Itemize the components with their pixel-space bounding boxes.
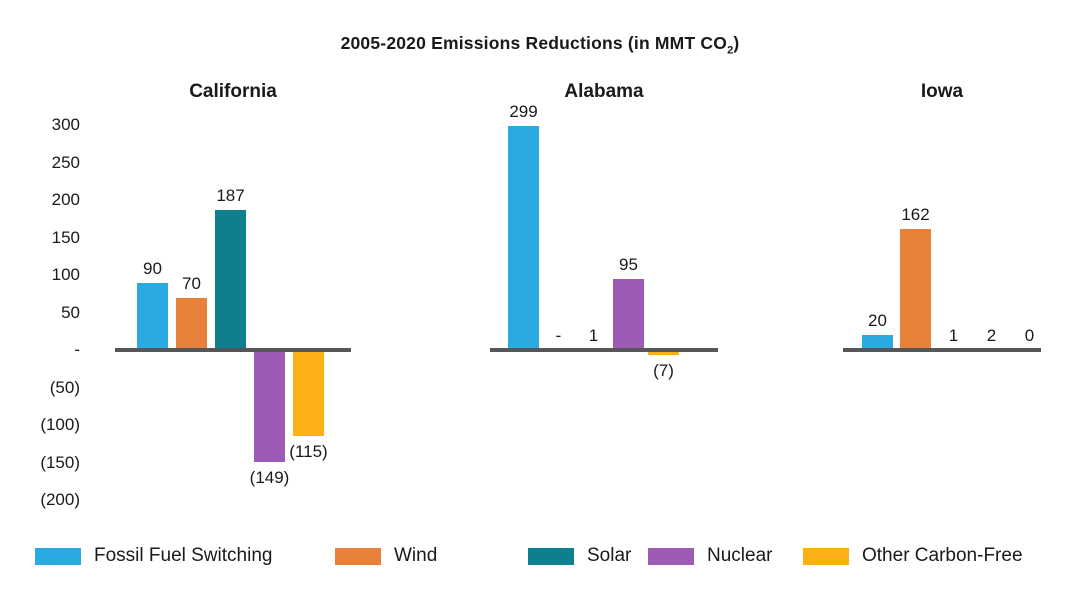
value-label: (115)	[289, 442, 328, 462]
legend-label: Nuclear	[707, 545, 773, 566]
x-axis-baseline	[490, 348, 718, 352]
panel-title-iowa: Iowa	[920, 81, 964, 102]
x-axis-baseline	[115, 348, 351, 352]
bar-alabama-fossil-fuel-switching	[508, 125, 539, 350]
value-label: 187	[216, 185, 245, 205]
value-label: 299	[509, 101, 538, 121]
value-label: 1	[588, 326, 599, 345]
legend-swatch-icon	[528, 547, 574, 565]
value-label: 2	[986, 326, 997, 345]
y-axis-tick-label: 150	[51, 227, 80, 247]
chart-title-subscript: 2	[727, 44, 734, 57]
legend-label: Solar	[587, 545, 632, 566]
panel-title-alabama: Alabama	[564, 81, 644, 102]
y-axis-tick-label: (200)	[40, 490, 80, 509]
value-label: 70	[182, 273, 201, 293]
bar-alabama-other-carbon-free	[648, 350, 679, 356]
legend-item-fossil-fuel-switching: Fossil Fuel Switching	[35, 546, 272, 566]
y-axis-tick-label: -	[74, 340, 80, 359]
value-label: 1	[948, 326, 959, 345]
value-label: 20	[868, 311, 887, 330]
legend-swatch-icon	[35, 547, 81, 565]
y-axis-tick-label: (150)	[40, 452, 80, 472]
panel-alabama: Alabama 299 - 1 95 (7)	[490, 0, 718, 520]
bar-california-fossil-fuel-switching	[137, 282, 168, 350]
x-axis-baseline	[843, 348, 1041, 352]
legend-item-solar: Solar	[528, 546, 631, 566]
value-label: 90	[143, 258, 162, 278]
chart-title: 2005-2020 Emissions Reductions (in MMT C…	[0, 33, 1080, 57]
panel-title-california: California	[189, 81, 277, 102]
value-label: 0	[1024, 326, 1035, 345]
legend-label: Fossil Fuel Switching	[94, 545, 273, 566]
legend-item-other-carbon-free: Other Carbon-Free	[803, 546, 1023, 566]
y-axis-tick-label: 200	[51, 190, 80, 209]
legend-label: Other Carbon-Free	[862, 545, 1023, 566]
legend-swatch-icon	[335, 547, 381, 565]
value-label: 95	[619, 254, 638, 274]
bar-california-nuclear	[254, 350, 285, 462]
y-axis-tick-label: (50)	[49, 377, 80, 397]
bar-alabama-nuclear	[613, 278, 644, 350]
bar-iowa-wind	[900, 228, 931, 350]
value-label: 162	[901, 204, 930, 224]
bar-california-wind	[176, 297, 207, 350]
y-axis-tick-label: 250	[51, 152, 80, 172]
y-axis-tick-label: (100)	[40, 415, 80, 434]
value-label: (149)	[249, 467, 290, 487]
legend-swatch-icon	[648, 547, 694, 565]
value-label: -	[555, 326, 562, 345]
chart-title-suffix: )	[733, 33, 740, 53]
panel-california: California 90 70 187 (149) (115)	[115, 0, 351, 520]
panel-iowa: Iowa 20 162 1 2 0	[843, 0, 1041, 520]
value-label: (7)	[653, 361, 674, 381]
y-axis-tick-label: 300	[51, 115, 80, 134]
y-axis-tick-label: 50	[61, 302, 80, 322]
chart-title-text: 2005-2020 Emissions Reductions (in MMT C…	[340, 33, 728, 53]
bar-california-other-carbon-free	[293, 350, 324, 437]
legend-item-nuclear: Nuclear	[648, 546, 772, 566]
y-axis-tick-label: 100	[51, 265, 80, 284]
legend-swatch-icon	[803, 547, 849, 565]
bar-california-solar	[215, 209, 246, 350]
legend-label: Wind	[394, 545, 438, 566]
bar-iowa-fossil-fuel-switching	[862, 335, 893, 350]
legend-item-wind: Wind	[335, 546, 437, 566]
